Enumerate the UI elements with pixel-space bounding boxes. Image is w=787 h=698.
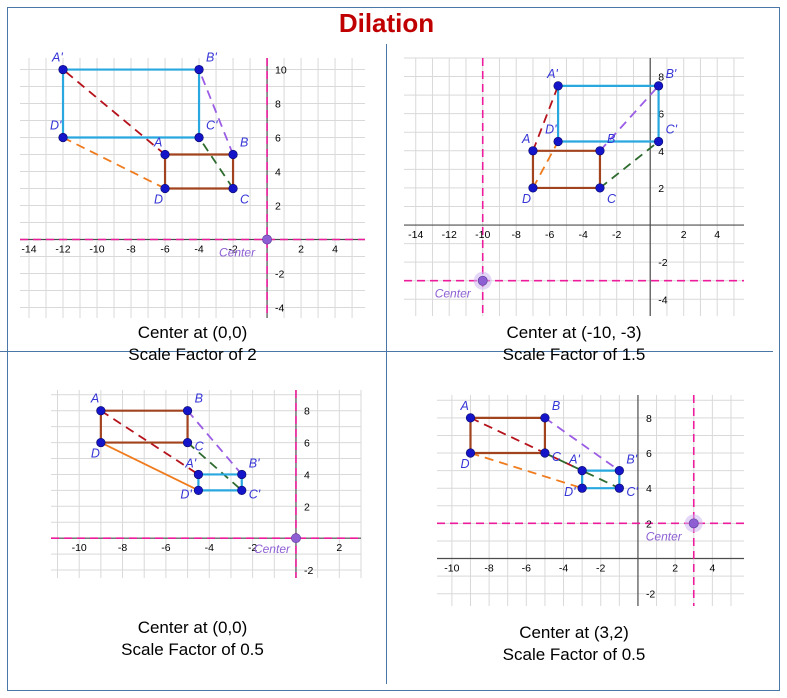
svg-text:-10: -10 xyxy=(475,229,490,241)
svg-text:-2: -2 xyxy=(596,563,605,575)
svg-text:D: D xyxy=(522,192,531,206)
svg-text:-6: -6 xyxy=(522,563,531,575)
svg-text:2: 2 xyxy=(298,243,304,255)
svg-text:A': A' xyxy=(568,453,580,467)
svg-text:C: C xyxy=(607,192,617,206)
svg-text:4: 4 xyxy=(332,243,338,255)
svg-text:A: A xyxy=(153,136,162,150)
svg-text:4: 4 xyxy=(709,563,715,575)
svg-text:D': D' xyxy=(180,487,192,501)
svg-text:-8: -8 xyxy=(118,542,127,554)
svg-text:-4: -4 xyxy=(205,542,214,554)
svg-text:2: 2 xyxy=(681,229,687,241)
svg-text:C': C' xyxy=(666,123,678,137)
svg-text:D: D xyxy=(460,457,469,471)
svg-text:D: D xyxy=(91,447,100,461)
svg-text:-12: -12 xyxy=(442,229,457,241)
svg-text:-10: -10 xyxy=(89,243,104,255)
svg-text:-2: -2 xyxy=(304,565,313,577)
svg-text:-2: -2 xyxy=(612,229,621,241)
svg-text:2: 2 xyxy=(672,563,678,575)
svg-text:D: D xyxy=(154,193,163,207)
svg-text:4: 4 xyxy=(646,483,652,495)
svg-text:4: 4 xyxy=(714,229,720,241)
svg-text:-6: -6 xyxy=(160,243,169,255)
svg-text:-8: -8 xyxy=(126,243,135,255)
svg-text:8: 8 xyxy=(275,99,281,111)
svg-text:A': A' xyxy=(184,456,196,470)
svg-text:D': D' xyxy=(545,123,557,137)
svg-text:C: C xyxy=(240,193,250,207)
svg-text:2: 2 xyxy=(304,501,310,513)
svg-text:A: A xyxy=(90,392,99,406)
svg-text:8: 8 xyxy=(304,406,310,418)
svg-text:-14: -14 xyxy=(408,229,423,241)
svg-text:4: 4 xyxy=(304,469,310,481)
svg-text:-2: -2 xyxy=(275,268,284,280)
svg-text:Center: Center xyxy=(254,542,291,556)
svg-text:6: 6 xyxy=(304,438,310,450)
svg-text:C: C xyxy=(195,440,205,454)
svg-text:B: B xyxy=(195,392,203,406)
svg-text:D': D' xyxy=(50,119,62,133)
svg-text:6: 6 xyxy=(275,133,281,145)
svg-text:-10: -10 xyxy=(72,542,87,554)
svg-text:-2: -2 xyxy=(646,589,655,601)
svg-text:C': C' xyxy=(206,119,218,133)
svg-text:A: A xyxy=(521,132,530,146)
svg-text:B': B' xyxy=(626,453,637,467)
svg-text:A': A' xyxy=(51,51,63,65)
svg-text:-8: -8 xyxy=(484,563,493,575)
svg-text:-4: -4 xyxy=(658,294,667,306)
svg-text:C: C xyxy=(552,450,562,464)
svg-text:A': A' xyxy=(546,67,558,81)
svg-text:-12: -12 xyxy=(55,243,70,255)
svg-text:B': B' xyxy=(206,51,217,65)
svg-text:4: 4 xyxy=(658,146,664,158)
svg-text:Center: Center xyxy=(219,245,256,259)
svg-text:-14: -14 xyxy=(21,243,36,255)
svg-text:2: 2 xyxy=(275,201,281,213)
svg-text:-6: -6 xyxy=(545,229,554,241)
svg-text:C': C' xyxy=(249,487,261,501)
svg-text:2: 2 xyxy=(658,183,664,195)
svg-text:B: B xyxy=(607,132,615,146)
svg-text:D': D' xyxy=(564,485,576,499)
svg-text:-6: -6 xyxy=(161,542,170,554)
svg-text:C': C' xyxy=(626,485,638,499)
svg-text:B': B' xyxy=(666,67,677,81)
svg-text:-2: -2 xyxy=(658,257,667,269)
svg-text:8: 8 xyxy=(646,413,652,425)
svg-text:B: B xyxy=(552,399,560,413)
svg-text:10: 10 xyxy=(275,65,287,77)
svg-text:A: A xyxy=(459,399,468,413)
svg-text:2: 2 xyxy=(336,542,342,554)
svg-text:-4: -4 xyxy=(275,302,284,314)
svg-text:-8: -8 xyxy=(512,229,521,241)
svg-text:B': B' xyxy=(249,456,260,470)
svg-text:-4: -4 xyxy=(559,563,568,575)
svg-text:Center: Center xyxy=(435,287,472,301)
svg-text:6: 6 xyxy=(646,448,652,460)
svg-text:B: B xyxy=(240,136,248,150)
svg-text:4: 4 xyxy=(275,167,281,179)
svg-text:-10: -10 xyxy=(444,563,459,575)
svg-text:Center: Center xyxy=(646,529,683,543)
svg-text:-4: -4 xyxy=(579,229,588,241)
svg-text:-4: -4 xyxy=(194,243,203,255)
